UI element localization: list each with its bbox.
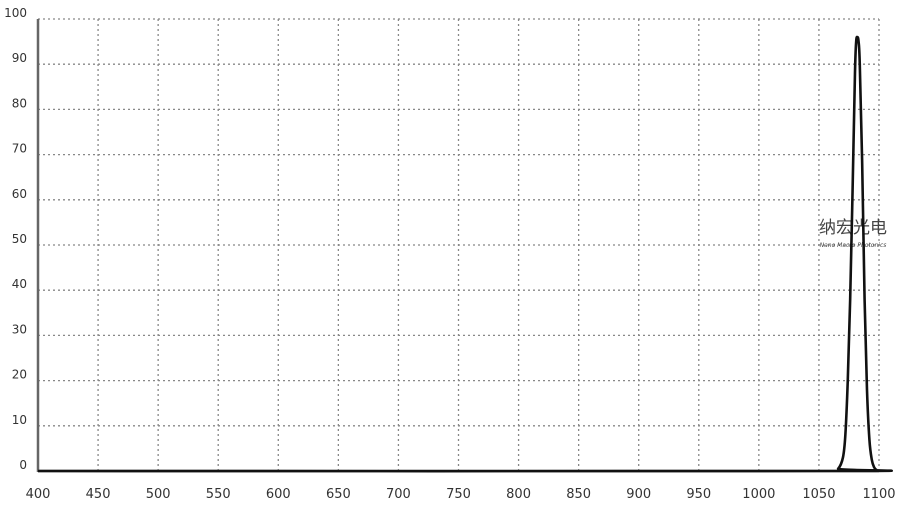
grid [38,18,880,471]
x-tick-label: 1100 [862,487,895,502]
x-tick-label: 650 [326,487,351,502]
x-tick-label: 800 [506,487,531,502]
x-tick-label: 950 [686,487,711,502]
y-tick-label: 70 [12,142,27,156]
y-tick-label: 50 [12,232,27,246]
y-tick-label: 0 [19,458,27,472]
y-tick-label: 40 [12,277,27,291]
x-tick-label: 900 [626,487,651,502]
y-tick-label: 80 [12,96,27,110]
y-tick-labels: 0 10 20 30 40 50 60 70 80 90 100 [4,6,27,472]
y-tick-label: 10 [12,413,27,427]
y-tick-label: 90 [12,51,27,65]
y-tick-label: 100 [4,6,27,20]
x-tick-label: 550 [206,487,231,502]
x-tick-label: 600 [266,487,291,502]
x-tick-label: 1000 [742,487,775,502]
y-tick-label: 60 [12,187,27,201]
x-tick-labels: 400 450 500 550 600 650 700 750 800 850 900 950 1000… [26,487,896,502]
x-tick-label: 450 [86,487,111,502]
watermark-en: Nano Macro Photonics [820,242,887,249]
x-tick-label: 850 [566,487,591,502]
x-tick-label: 1050 [802,487,835,502]
y-tick-label: 20 [12,368,27,382]
x-tick-label: 700 [386,487,411,502]
x-tick-label: 400 [26,487,51,502]
series-line [37,35,893,473]
x-tick-label: 500 [146,487,171,502]
y-tick-label: 30 [12,322,27,336]
x-tick-label: 750 [446,487,471,502]
